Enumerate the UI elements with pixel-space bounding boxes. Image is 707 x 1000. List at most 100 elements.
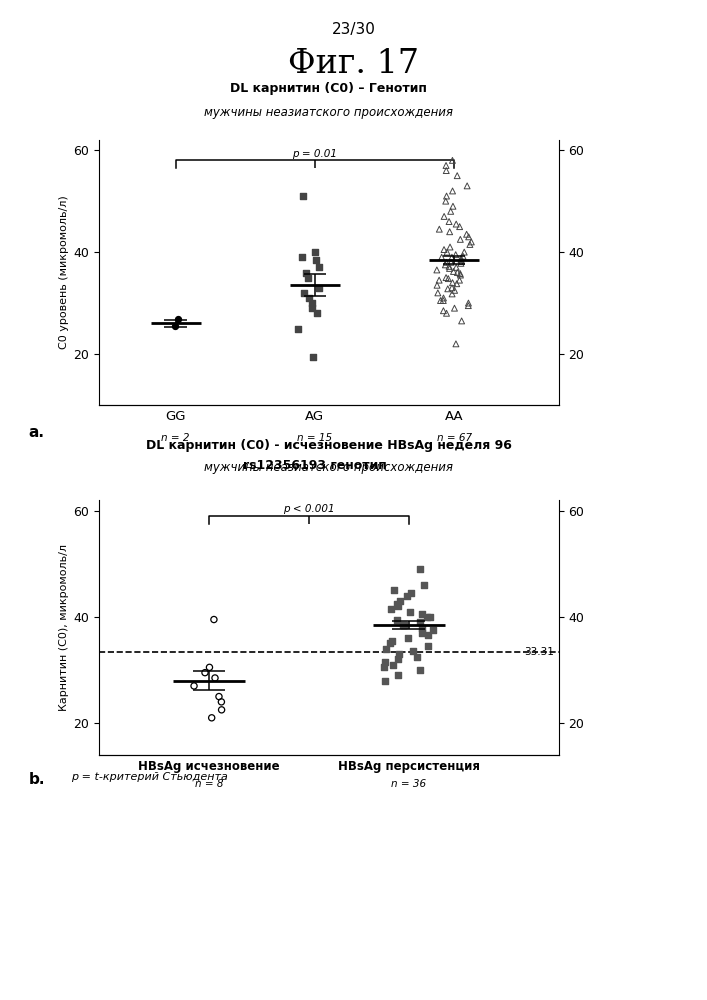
Point (380, 654, 391, 670)
Text: мужчины неазиатского происхождения: мужчины неазиатского происхождения (204, 462, 453, 475)
Point (448, 198, 459, 214)
Point (441, 305, 452, 321)
Text: rs12356193 генотип: rs12356193 генотип (243, 459, 387, 472)
Point (443, 271, 454, 287)
Point (300, 264, 312, 280)
Point (452, 264, 463, 280)
Point (313, 280, 325, 296)
Point (433, 221, 445, 237)
Point (450, 336, 462, 352)
Point (422, 638, 433, 654)
Point (414, 614, 426, 630)
Point (405, 585, 416, 601)
Point (311, 305, 322, 321)
Point (441, 244, 452, 260)
Point (391, 612, 402, 628)
Text: a.: a. (28, 425, 45, 440)
Text: Фиг. 17: Фиг. 17 (288, 48, 419, 80)
Point (441, 188, 452, 204)
Point (393, 646, 404, 662)
Point (464, 236, 476, 252)
Point (209, 612, 220, 628)
Point (455, 231, 466, 247)
Point (459, 244, 470, 260)
Point (435, 293, 446, 309)
Point (438, 290, 449, 306)
Point (445, 203, 456, 219)
Point (438, 242, 450, 258)
Text: n = 8: n = 8 (194, 779, 223, 789)
Text: p < 0.001: p < 0.001 (283, 504, 334, 514)
Text: DL карнитин (C0) - исчезновение HBsAg неделя 96: DL карнитин (C0) - исчезновение HBsAg не… (146, 439, 512, 452)
Point (384, 635, 395, 651)
Text: n = 15: n = 15 (297, 433, 332, 443)
Point (450, 216, 462, 232)
Point (438, 303, 449, 319)
Point (416, 606, 428, 622)
Point (438, 293, 449, 309)
Point (436, 249, 448, 265)
Point (407, 643, 419, 659)
Point (214, 689, 225, 705)
Point (393, 651, 404, 667)
Point (302, 270, 313, 286)
Point (199, 665, 211, 681)
Text: DL карнитин (C0) – Генотип: DL карнитин (C0) – Генотип (230, 82, 427, 95)
Point (387, 657, 399, 673)
Point (419, 577, 430, 593)
Text: n = 2: n = 2 (161, 433, 189, 443)
Text: n = 67: n = 67 (436, 433, 472, 443)
Text: p = 0.01: p = 0.01 (292, 149, 337, 159)
Point (454, 219, 465, 235)
Point (421, 609, 433, 625)
Point (452, 168, 463, 184)
Point (422, 627, 433, 643)
Point (446, 280, 457, 296)
Point (380, 641, 392, 657)
Text: p = t-критерий Стьюдента: p = t-критерий Стьюдента (71, 772, 228, 782)
Point (455, 255, 467, 271)
Point (411, 649, 423, 665)
Text: 33.31: 33.31 (525, 647, 554, 657)
Point (392, 667, 404, 683)
Point (461, 226, 472, 242)
Point (443, 214, 455, 230)
Point (188, 678, 199, 694)
Point (424, 609, 436, 625)
Point (169, 318, 180, 334)
Point (206, 710, 217, 726)
Point (455, 252, 467, 268)
Point (310, 244, 321, 260)
Point (440, 254, 452, 270)
Point (457, 248, 469, 264)
Point (414, 662, 426, 678)
Point (456, 313, 467, 329)
Point (451, 276, 462, 292)
Point (307, 349, 318, 365)
Point (392, 596, 403, 612)
Point (209, 670, 221, 686)
Point (462, 178, 473, 194)
Point (394, 593, 405, 609)
Point (216, 702, 227, 718)
Point (438, 208, 450, 224)
Point (449, 300, 460, 316)
Point (440, 270, 452, 286)
Point (449, 282, 460, 298)
Point (307, 300, 318, 316)
Point (306, 295, 317, 311)
Point (456, 253, 467, 269)
Point (204, 659, 215, 675)
Point (431, 277, 443, 293)
Point (216, 694, 227, 710)
Point (445, 239, 456, 255)
Point (444, 260, 455, 276)
Point (314, 259, 325, 275)
Point (380, 673, 391, 689)
Point (415, 561, 426, 577)
Point (463, 229, 474, 245)
Text: мужчины неазиатского происхождения: мужчины неазиатского происхождения (204, 106, 453, 119)
Point (386, 601, 397, 617)
Point (388, 582, 399, 598)
Text: b.: b. (28, 772, 45, 787)
